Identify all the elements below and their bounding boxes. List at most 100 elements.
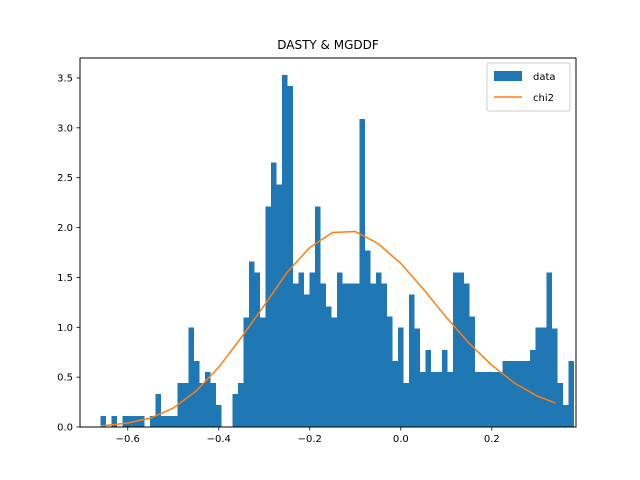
histogram-bar (276, 184, 283, 427)
histogram-bar (568, 361, 574, 427)
histogram-bar (188, 327, 195, 427)
histogram-bar (342, 283, 349, 427)
histogram-bar (238, 383, 244, 427)
histogram-bar (485, 372, 492, 427)
histogram-bar (232, 394, 239, 427)
histogram-bar (458, 272, 464, 427)
histogram-bar (524, 361, 530, 427)
histogram-bar (155, 394, 162, 427)
y-tick-label: 0.5 (57, 373, 73, 384)
histogram-bar (293, 283, 299, 427)
chi2-line-layer (100, 230, 556, 427)
axes: −0.6 −0.4 −0.2 0.0 0.2 0.0 0.5 1.0 1.5 2.0 2.5 3.0 3… (57, 57, 577, 445)
legend-frame (486, 62, 571, 112)
histogram-bar (408, 294, 415, 427)
histogram-bar (375, 272, 382, 427)
y-tick-label: 2.5 (57, 173, 73, 184)
histogram-bar (502, 361, 508, 427)
histogram-bar (326, 306, 332, 427)
legend-label-chi2: chi2 (533, 93, 554, 104)
y-tick-label: 1.5 (57, 273, 73, 284)
histogram-bar (210, 383, 217, 427)
histogram-bar (205, 372, 211, 427)
histogram-bar (436, 372, 442, 427)
histogram-bar (518, 361, 525, 427)
histogram-bar (562, 405, 569, 427)
histogram-bar (359, 118, 365, 427)
histogram-bar (392, 361, 398, 427)
histogram-bar (513, 361, 519, 427)
histogram-bar (315, 206, 321, 427)
histogram-bar (452, 272, 459, 427)
histogram-bar (128, 416, 134, 427)
histogram-bar (150, 416, 156, 427)
histogram-bar (474, 372, 481, 427)
histogram-bar (309, 272, 316, 427)
x-tick-label: −0.4 (207, 434, 231, 445)
legend: data chi2 (486, 62, 571, 112)
histogram-bar (243, 317, 250, 427)
histogram-bar (447, 372, 453, 427)
histogram-bar (166, 416, 173, 427)
histogram-bar (397, 327, 404, 427)
histogram-bar (260, 317, 266, 427)
histogram-bar (386, 316, 393, 427)
histogram-bar (298, 272, 305, 427)
histogram-bar (480, 372, 486, 427)
histogram-bar (199, 383, 206, 427)
y-tick-label: 2.0 (57, 223, 73, 234)
y-tick-label: 1.0 (57, 323, 73, 334)
histogram-bars (100, 74, 574, 428)
histogram-bar (282, 74, 288, 428)
histogram-bar (265, 206, 272, 427)
y-tick-label: 0.0 (57, 423, 73, 434)
x-tick-label: 0.0 (393, 434, 409, 445)
histogram-bar (320, 283, 327, 427)
histogram-bar (331, 317, 338, 427)
histogram-bar (122, 416, 129, 427)
y-tick-label: 3.0 (57, 123, 73, 134)
histogram-bar (557, 383, 563, 427)
histogram-bar (551, 328, 558, 427)
histogram-bar (419, 372, 426, 427)
histogram-bar (425, 350, 431, 427)
histogram-bar (491, 372, 497, 427)
x-tick-label: −0.2 (298, 434, 322, 445)
chart-title: DASTY & MGDDF (277, 38, 379, 52)
chi2-line (100, 230, 556, 427)
histogram-bar (304, 294, 310, 427)
histogram-bar (370, 283, 376, 427)
x-tick-label: −0.6 (116, 434, 140, 445)
histogram-bar (348, 283, 354, 427)
histogram-bar (463, 283, 470, 427)
histogram-bar (529, 350, 536, 427)
histogram-bar (546, 272, 552, 427)
histogram-bar (381, 283, 387, 427)
histogram-bar (535, 327, 541, 427)
legend-swatch-data (494, 71, 522, 81)
histogram-bar (271, 162, 277, 427)
histogram-bar (254, 272, 261, 427)
histogram-bar (353, 283, 360, 427)
histogram-bar (287, 85, 294, 428)
histogram-bar (441, 350, 448, 427)
histogram-bar (507, 361, 514, 427)
histogram-bar (177, 383, 184, 427)
histogram-bar (100, 416, 106, 427)
histogram-bar (414, 328, 420, 427)
histogram-bar (161, 416, 167, 427)
histogram-bar (540, 327, 547, 427)
legend-label-data: data (533, 72, 556, 83)
histogram-bar (183, 383, 189, 427)
histogram-bar (337, 272, 343, 427)
histogram-bar (216, 405, 222, 427)
histogram-bar (249, 261, 255, 427)
histogram-bar (469, 316, 475, 427)
histogram-bar (364, 250, 371, 427)
histogram-bar (139, 416, 145, 427)
histogram-bar (194, 361, 200, 427)
y-tick-label: 3.5 (57, 73, 73, 84)
x-tick-label: 0.2 (484, 434, 500, 445)
histogram-bar (496, 372, 503, 427)
